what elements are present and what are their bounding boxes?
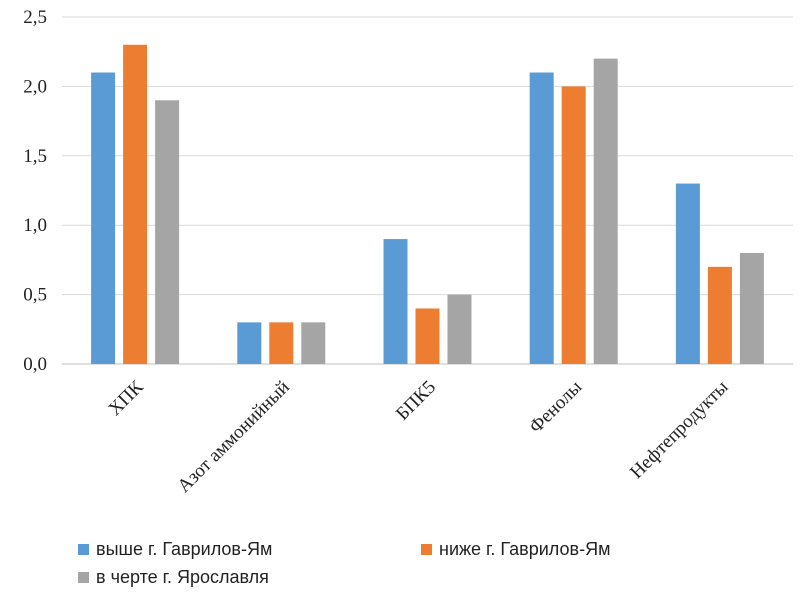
x-category-label: Азот аммонийный [174, 377, 294, 497]
bar [447, 294, 472, 364]
legend-swatch-gray [78, 572, 89, 583]
bar [91, 72, 116, 365]
legend: выше г. Гаврилов-Ям ниже г. Гаврилов-Ям … [78, 533, 798, 593]
x-category-label: БПК5 [392, 377, 440, 425]
bar [155, 100, 180, 364]
bar [529, 72, 554, 365]
bar [561, 86, 586, 365]
bar [123, 44, 148, 364]
y-tick-label: 1,5 [23, 146, 47, 167]
bar [301, 322, 326, 364]
y-tick-label: 0,0 [23, 354, 47, 375]
bar [707, 266, 732, 364]
x-category-label: ХПК [104, 376, 147, 419]
legend-item-downstream: ниже г. Гаврилов-Ям [421, 539, 610, 560]
legend-label: выше г. Гаврилов-Ям [96, 539, 273, 559]
y-tick-label: 0,5 [23, 285, 47, 306]
legend-swatch-blue [78, 544, 89, 555]
bars [91, 44, 764, 365]
x-category-label: Нефтепродукты [626, 377, 732, 483]
grid-lines [62, 16, 793, 365]
y-tick-label: 1,0 [23, 215, 47, 236]
legend-swatch-orange [421, 544, 432, 555]
legend-item-yaroslavl: в черте г. Ярославля [78, 567, 269, 588]
bar [383, 239, 408, 364]
bar [675, 183, 700, 364]
bar [593, 58, 618, 364]
legend-label: в черте г. Ярославля [96, 567, 269, 587]
bar [237, 322, 262, 364]
x-category-label: Фенолы [525, 377, 586, 438]
legend-item-upstream: выше г. Гаврилов-Ям [78, 539, 272, 560]
bar [415, 308, 440, 364]
bar [269, 322, 294, 364]
x-axis-category-labels: ХПК Азот аммонийный БПК5 Фенолы Нефтепродукт… [104, 376, 732, 496]
y-tick-label: 2,5 [23, 7, 47, 28]
legend-label: ниже г. Гаврилов-Ям [439, 539, 611, 559]
bar [739, 252, 764, 364]
y-tick-label: 2,0 [23, 76, 47, 97]
y-axis-tick-labels: 0,0 0,5 1,0 1,5 2,0 2,5 [23, 7, 47, 375]
